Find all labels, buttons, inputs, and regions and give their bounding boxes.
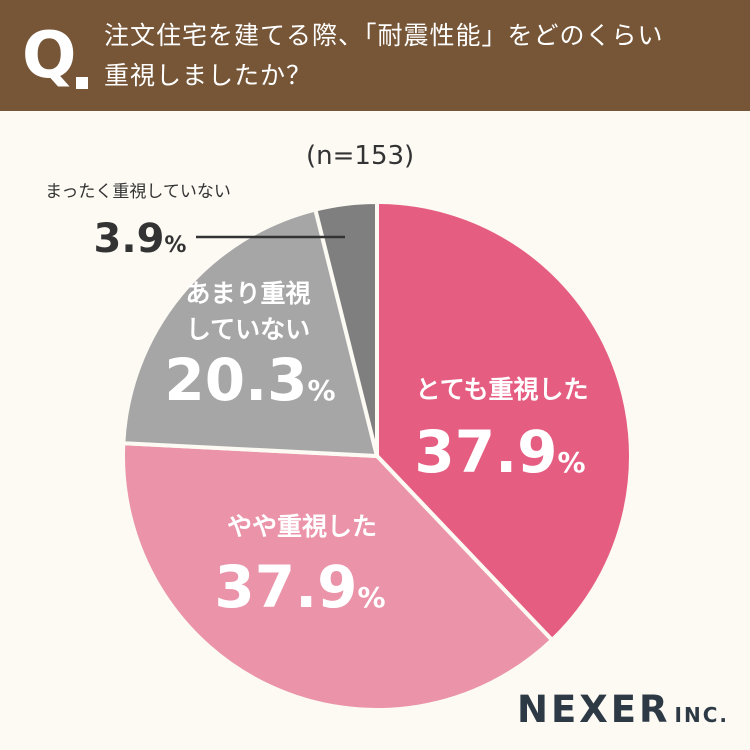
question-line-2: 重視しましたか？	[104, 61, 313, 90]
sample-size: (n=153)	[306, 141, 415, 171]
pie-slice-2	[121, 441, 555, 712]
slice-value-label-3: 20.3%	[164, 346, 335, 414]
slice-label-2: やや重視した	[227, 512, 377, 541]
slice-label-3-line-1: あまり重視	[185, 279, 310, 308]
slice-value-label-1: 37.9%	[414, 418, 585, 486]
pie-slice-3	[121, 207, 379, 458]
slice-label-4: まったく重視していない	[45, 182, 231, 202]
question-header: Q 注文住宅を建てる際、「耐震性能」をどのくらい 重視しましたか？	[0, 0, 750, 111]
slice-value-4: 3.9	[94, 216, 165, 262]
slice-unit-1: %	[558, 446, 586, 479]
q-mark: Q	[22, 19, 77, 93]
brand-name: NEXER	[517, 688, 671, 731]
slice-label-1: とても重視した	[415, 375, 588, 404]
q-dot	[76, 77, 88, 89]
slice-unit-3: %	[308, 374, 336, 407]
pie-slice-4	[313, 200, 379, 458]
slice-value-2: 37.9	[214, 553, 357, 621]
slice-label-3-line-2: していない	[186, 315, 310, 344]
slice-unit-2: %	[358, 581, 386, 614]
slice-value-3: 20.3	[164, 346, 307, 414]
brand-suffix: INC.	[674, 703, 730, 727]
brand-logo: NEXER INC.	[517, 688, 729, 731]
question-line-1: 注文住宅を建てる際、「耐震性能」をどのくらい	[104, 21, 664, 50]
slice-value-label-4: 3.9%	[94, 216, 187, 262]
slice-unit-4: %	[164, 233, 186, 258]
slice-value-label-2: 37.9%	[214, 553, 385, 621]
question-text: 注文住宅を建てる際、「耐震性能」をどのくらい 重視しましたか？	[104, 16, 734, 96]
slice-value-1: 37.9	[414, 418, 557, 486]
pie-slice-1	[375, 200, 633, 643]
